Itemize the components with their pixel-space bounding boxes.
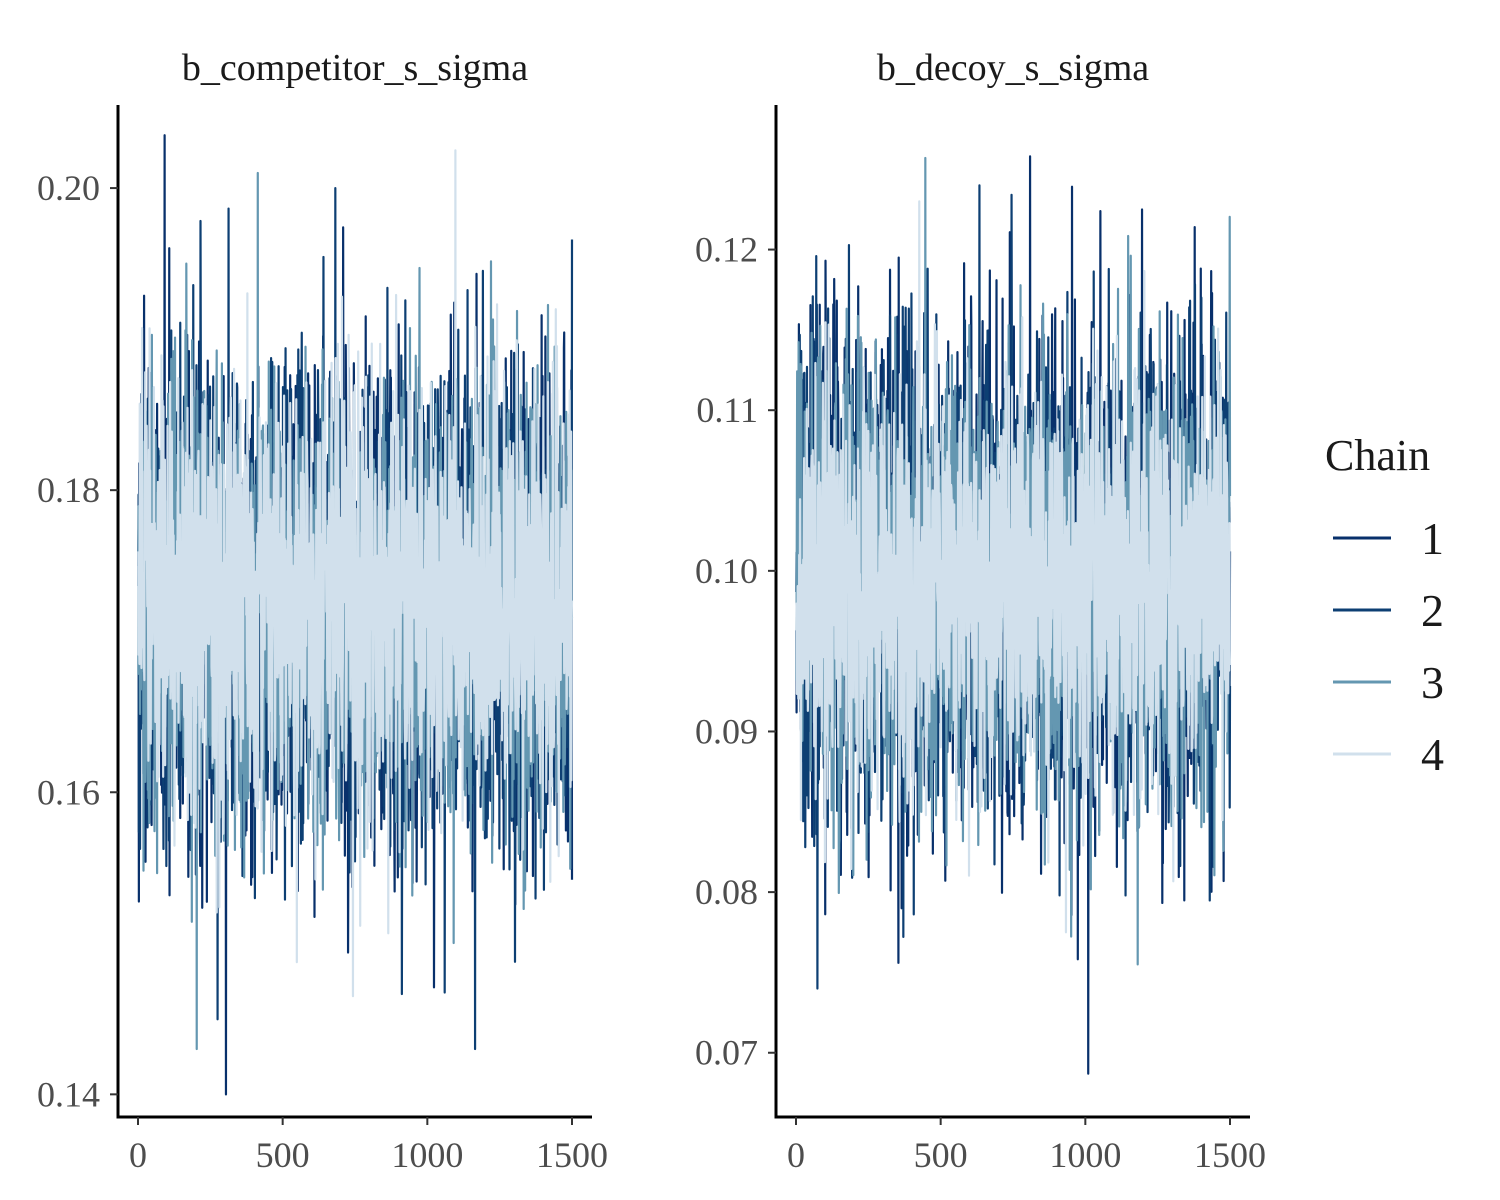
- panels: b_competitor_s_sigma 0.14 0.16 0.18 0.20 0 500…: [37, 47, 1266, 1175]
- legend-item-4: 4: [1333, 729, 1444, 780]
- y-tick-label: 0.08: [695, 872, 758, 912]
- y-tick-label: 0.20: [37, 168, 100, 208]
- x-tick-label: 500: [914, 1135, 968, 1175]
- legend-title: Chain: [1325, 431, 1430, 480]
- legend-label: 2: [1421, 585, 1444, 636]
- x-tick-label: 500: [256, 1135, 310, 1175]
- y-tick-label: 0.18: [37, 470, 100, 510]
- y-tick-label: 0.07: [695, 1033, 758, 1073]
- y-tick-label: 0.16: [37, 772, 100, 812]
- legend-label: 1: [1421, 513, 1444, 564]
- x-tick-label: 1000: [391, 1135, 463, 1175]
- legend-item-1: 1: [1333, 513, 1444, 564]
- y-tick-label: 0.09: [695, 711, 758, 751]
- legend-item-2: 2: [1333, 585, 1444, 636]
- panel-b_decoy_s_sigma: b_decoy_s_sigma 0.07 0.08 0.09 0.10 0.11 0.12 0…: [695, 47, 1266, 1175]
- y-tick-label: 0.12: [695, 230, 758, 270]
- traces: [795, 155, 1232, 1075]
- panel-title: b_competitor_s_sigma: [182, 47, 528, 89]
- x-tick-label: 1000: [1049, 1135, 1121, 1175]
- x-tick-label: 0: [787, 1135, 805, 1175]
- legend-label: 4: [1421, 729, 1444, 780]
- panel-b_competitor_s_sigma: b_competitor_s_sigma 0.14 0.16 0.18 0.20 0 500…: [37, 47, 608, 1175]
- trace-chain-4: [137, 149, 574, 998]
- legend: Chain 1 2 3 4: [1325, 431, 1444, 780]
- panel-title: b_decoy_s_sigma: [877, 47, 1149, 89]
- y-tick-label: 0.10: [695, 551, 758, 591]
- x-tick-label: 1500: [1194, 1135, 1266, 1175]
- trace-chain-4: [795, 200, 1232, 934]
- x-tick-label: 1500: [536, 1135, 608, 1175]
- traces: [137, 134, 574, 1096]
- legend-label: 3: [1421, 657, 1444, 708]
- legend-items: 1 2 3 4: [1333, 513, 1444, 780]
- legend-item-3: 3: [1333, 657, 1444, 708]
- x-tick-label: 0: [129, 1135, 147, 1175]
- y-tick-label: 0.14: [37, 1074, 100, 1114]
- y-tick-label: 0.11: [696, 390, 758, 430]
